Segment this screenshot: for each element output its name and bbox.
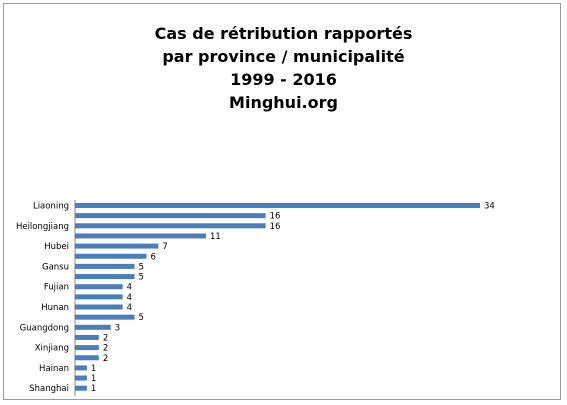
bar (75, 203, 480, 208)
category-label: Guangdong (20, 323, 69, 333)
category-label: Gansu (42, 262, 69, 272)
bar-series: 34Liaoning1616Heilongjiang117Hubei65Gans… (16, 202, 495, 395)
bar (75, 314, 135, 320)
data-label: 2 (103, 354, 108, 364)
data-label: 16 (270, 212, 281, 222)
category-label: Fujian (44, 283, 69, 293)
bar (75, 243, 159, 249)
data-label: 4 (127, 303, 132, 313)
bar (75, 345, 99, 351)
bar (75, 213, 266, 219)
data-label: 6 (150, 252, 155, 262)
data-label: 34 (484, 202, 495, 212)
category-label: Hainan (39, 364, 69, 374)
chart-title-line-3: 1999 - 2016 (230, 70, 337, 89)
bar (75, 253, 147, 259)
data-label: 3 (115, 323, 120, 333)
bar (75, 284, 123, 290)
bar (75, 274, 135, 280)
category-label: Hubei (44, 242, 69, 252)
chart-frame (3, 3, 561, 400)
data-label: 4 (127, 293, 132, 303)
data-label: 4 (127, 283, 132, 293)
chart-title-line-2: par province / municipalité (162, 47, 405, 66)
category-label: Liaoning (33, 202, 69, 212)
chart-title-line-4: Minghui.org (229, 93, 338, 112)
data-label: 2 (103, 344, 108, 354)
data-label: 11 (210, 232, 221, 242)
bar (75, 223, 266, 229)
data-label: 1 (91, 374, 96, 384)
category-label: Xinjiang (35, 344, 69, 354)
bar (75, 294, 123, 300)
bar (75, 375, 87, 381)
chart-title: Cas de rétribution rapportés par provinc… (0, 22, 567, 114)
bar (75, 233, 207, 239)
bar (75, 304, 123, 310)
data-label: 1 (91, 364, 96, 374)
bar (75, 365, 87, 371)
category-label: Hunan (41, 303, 69, 313)
bar (75, 334, 99, 340)
category-label: Shanghai (29, 384, 69, 394)
data-label: 5 (139, 262, 144, 272)
chart-title-line-1: Cas de rétribution rapportés (154, 24, 413, 43)
data-label: 2 (103, 333, 108, 343)
bar (75, 385, 87, 391)
bar (75, 355, 99, 361)
data-label: 1 (91, 384, 96, 394)
bar (75, 324, 111, 330)
data-label: 5 (139, 313, 144, 323)
bar (75, 263, 135, 269)
data-label: 16 (270, 222, 281, 232)
data-label: 5 (139, 273, 144, 283)
data-label: 7 (162, 242, 167, 252)
category-label: Heilongjiang (16, 222, 69, 232)
